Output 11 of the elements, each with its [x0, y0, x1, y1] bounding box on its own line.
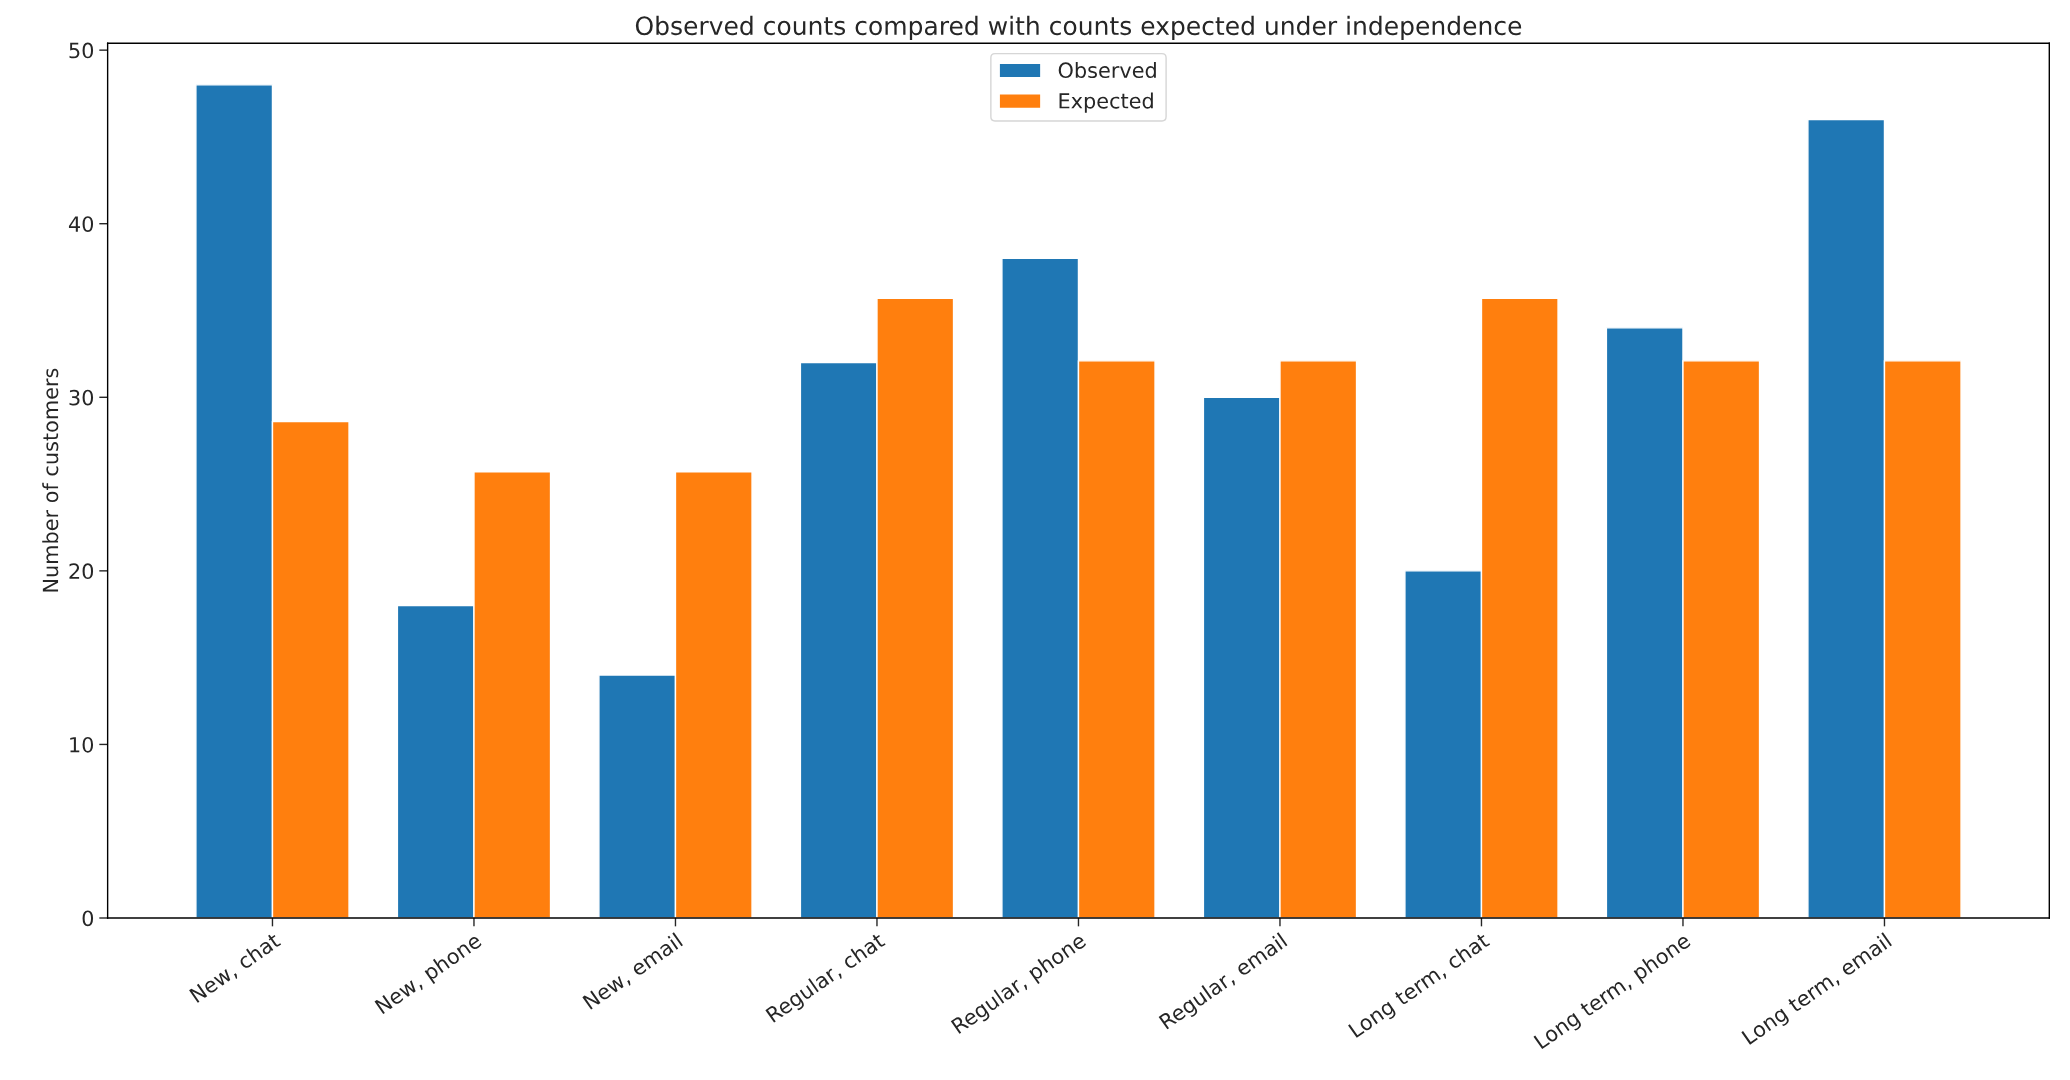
legend-label: Observed — [1058, 61, 1156, 79]
y-tick-label: 10 — [70, 736, 94, 753]
legend-label: Expected — [1059, 92, 1153, 113]
y-tick-label: 50 — [69, 42, 94, 59]
y-axis-title: Number of customers — [42, 368, 59, 592]
y-tick-label: 20 — [69, 563, 94, 580]
x-tick-label: New, chat — [188, 931, 283, 1005]
y-tick-label: 40 — [68, 216, 94, 232]
y-tick-label: 30 — [69, 389, 94, 406]
y-tick-label: 0 — [82, 910, 94, 927]
chart-title: Observed counts compared with counts expected under independence — [635, 15, 1522, 41]
